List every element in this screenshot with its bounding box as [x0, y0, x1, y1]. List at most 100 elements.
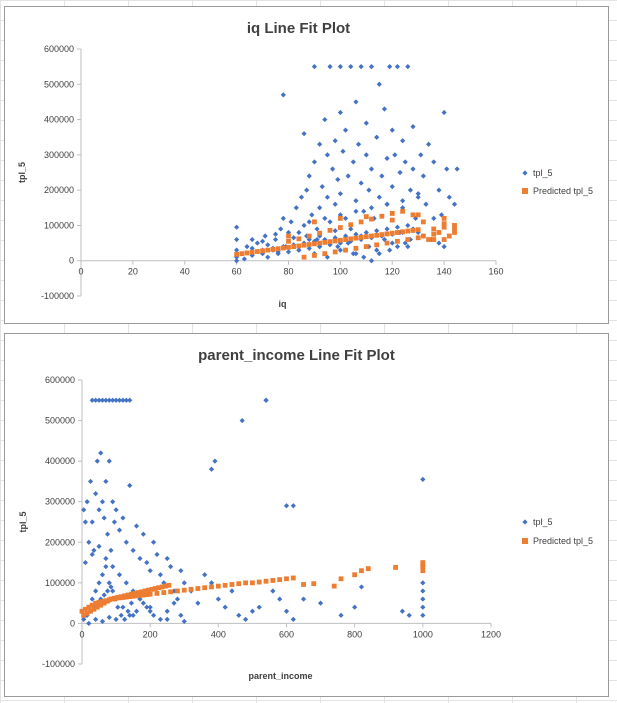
data-point-predicted — [301, 254, 307, 260]
legend-marker-actual — [522, 170, 528, 176]
data-point-actual — [82, 559, 89, 566]
data-point-predicted — [209, 584, 214, 590]
data-point-actual — [133, 523, 140, 529]
legend-marker-predicted — [522, 188, 528, 194]
data-point-actual — [363, 120, 369, 126]
data-point-actual — [127, 397, 133, 403]
data-point-actual — [379, 173, 385, 179]
data-point-predicted — [436, 230, 442, 235]
data-point-actual — [392, 152, 398, 158]
data-point-actual — [374, 247, 380, 253]
data-point-actual — [122, 616, 128, 622]
x-tick-label: 140 — [437, 267, 452, 277]
data-point-actual — [118, 612, 124, 618]
data-point-actual — [402, 159, 408, 165]
data-point-actual — [116, 397, 123, 403]
y-tick-label: 200000 — [44, 185, 74, 195]
data-point-predicted — [431, 231, 437, 237]
data-point-predicted — [353, 245, 359, 251]
data-point-actual — [93, 491, 99, 497]
data-point-actual — [234, 258, 240, 264]
data-point-predicted — [244, 250, 250, 256]
data-point-predicted — [343, 237, 348, 242]
data-point-actual — [337, 247, 343, 253]
data-point-actual — [324, 152, 331, 158]
data-point-predicted — [369, 233, 374, 239]
data-point-predicted — [441, 221, 447, 227]
data-point-actual — [96, 543, 102, 549]
data-point-predicted — [405, 228, 411, 234]
legend-label-actual: tpl_5 — [533, 168, 553, 178]
data-point-actual — [306, 245, 312, 251]
data-point-actual — [164, 555, 170, 562]
data-point-actual — [300, 596, 307, 602]
data-point-predicted — [379, 232, 385, 238]
data-point-predicted — [152, 586, 158, 591]
y-tick-label: 400000 — [44, 115, 74, 125]
data-point-predicted — [296, 243, 302, 249]
data-point-predicted — [135, 590, 141, 595]
data-point-predicted — [263, 578, 269, 584]
data-point-actual — [368, 258, 375, 264]
data-point-actual — [345, 173, 351, 179]
data-point-actual — [144, 559, 150, 566]
data-point-actual — [332, 201, 338, 207]
data-point-actual — [431, 215, 437, 221]
data-point-actual — [256, 604, 262, 610]
data-point-actual — [144, 604, 150, 610]
data-point-actual — [415, 191, 421, 197]
data-point-actual — [374, 134, 380, 140]
data-point-actual — [361, 208, 367, 214]
data-point-actual — [436, 187, 442, 193]
data-point-actual — [115, 604, 121, 610]
data-point-predicted — [420, 219, 426, 225]
data-point-actual — [335, 176, 341, 183]
data-point-actual — [234, 247, 240, 253]
x-tick-label: 100 — [333, 267, 348, 277]
data-point-actual — [103, 478, 109, 485]
data-point-predicted — [441, 224, 447, 230]
data-point-predicted — [322, 251, 328, 257]
data-point-actual — [241, 256, 248, 262]
parent-income-line-fit-chart[interactable]: parent_income Line Fit Plot 600000 500000 4… — [4, 333, 609, 697]
data-point-actual — [164, 608, 170, 614]
y-tick-label: 500000 — [45, 416, 75, 426]
data-point-actual — [324, 194, 331, 200]
data-point-actual — [350, 159, 356, 165]
data-point-actual — [125, 608, 131, 614]
x-tick-label: 0 — [78, 267, 83, 277]
data-point-predicted — [337, 225, 343, 230]
data-point-predicted — [125, 592, 131, 598]
y-tick-label: 0 — [69, 256, 74, 266]
data-point-actual — [244, 244, 250, 250]
data-point-actual — [89, 551, 95, 558]
data-point-predicted — [239, 251, 245, 257]
data-point-actual — [376, 81, 382, 87]
data-point-actual — [353, 208, 359, 214]
data-point-actual — [353, 99, 359, 105]
data-point-actual — [322, 116, 328, 123]
data-point-actual — [130, 547, 136, 553]
data-point-actual — [454, 166, 460, 172]
data-point-actual — [309, 212, 315, 218]
iq-line-fit-chart[interactable]: iq Line Fit Plot 600000 500000 400000 300000… — [4, 6, 609, 324]
data-point-actual — [93, 397, 99, 403]
data-point-actual — [150, 539, 157, 545]
data-point-actual — [116, 527, 123, 533]
data-point-predicted — [311, 581, 317, 587]
data-point-predicted — [452, 226, 457, 232]
data-point-predicted — [441, 215, 447, 221]
data-point-actual — [150, 612, 157, 618]
data-point-predicted — [301, 582, 306, 587]
data-point-actual — [108, 547, 114, 553]
series-actual — [234, 64, 460, 264]
data-point-predicted — [405, 237, 411, 242]
data-point-actual — [389, 240, 395, 246]
data-point-predicted — [265, 247, 271, 253]
data-point-actual — [94, 458, 100, 464]
x-tick-label: 40 — [180, 267, 190, 277]
data-point-actual — [327, 64, 333, 70]
data-point-actual — [337, 191, 343, 197]
data-point-actual — [140, 600, 146, 606]
data-point-actual — [311, 64, 318, 70]
